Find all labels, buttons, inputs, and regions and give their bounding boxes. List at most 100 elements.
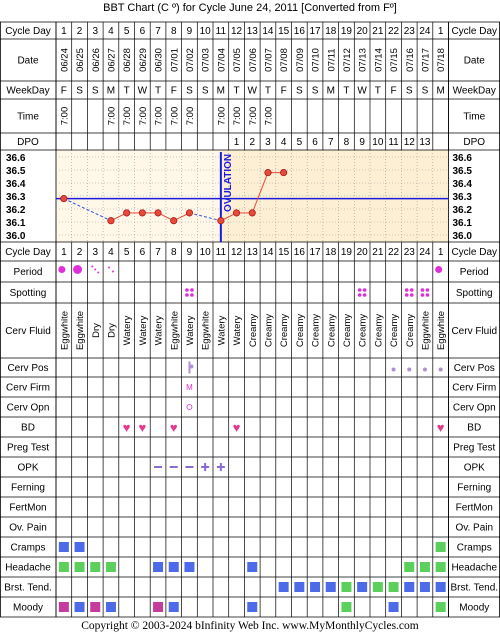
weekday-letter: T	[265, 86, 271, 97]
dpo-number: 1	[234, 137, 240, 148]
headache-square	[153, 562, 164, 572]
row-label-cramps: Cramps	[10, 543, 45, 554]
date-label: 06/24	[59, 48, 70, 72]
cycle-day-number: 9	[187, 247, 193, 258]
cerv-fluid-label: Dry	[91, 323, 102, 338]
cerv-pos-bar	[188, 361, 191, 374]
headache-square	[90, 562, 101, 572]
headache-square	[184, 562, 195, 572]
weekday-letter: S	[186, 86, 193, 97]
cramps-square	[74, 542, 85, 552]
cerv-fluid-label: Watery	[232, 315, 243, 345]
cycle-day-number: 20	[357, 26, 369, 37]
cycle-day-number: 14	[262, 26, 274, 37]
dpo-number: 11	[388, 137, 399, 148]
row-label-right-time: Time	[463, 112, 485, 123]
row-label-right-ov_pain: Ov. Pain	[455, 523, 493, 534]
cycle-day-number: 11	[216, 247, 227, 258]
cerv-fluid-label: Creamy	[295, 314, 306, 348]
cycle-day-number: 15	[278, 26, 290, 37]
date-label: 07/02	[185, 48, 196, 72]
date-label: 07/04	[216, 48, 227, 72]
dpo-number: 9	[359, 137, 365, 148]
row-label-weekday: WeekDay	[6, 86, 49, 97]
breast-tenderness-square	[325, 582, 336, 592]
spotting-dot	[425, 288, 430, 292]
moody-square	[168, 602, 179, 612]
cycle-day-number: 24	[419, 26, 431, 37]
cycle-day-number: 5	[124, 247, 130, 258]
row-label-right-headache: Headache	[451, 563, 497, 574]
weekday-letter: S	[92, 86, 99, 97]
bd-heart: ♥	[138, 420, 146, 435]
headache-square	[247, 562, 258, 572]
cerv-fluid-label: Creamy	[248, 314, 259, 348]
cerv-fluid-label: Eggwhite	[75, 311, 86, 350]
headache-square	[419, 562, 430, 572]
row-label-cerv_pos: Cerv Pos	[7, 363, 48, 374]
cerv-fluid-label: Creamy	[311, 314, 322, 348]
time-label: 7:00	[216, 107, 227, 126]
period-spot	[97, 271, 100, 274]
row-label-right-preg_test: Preg Test	[453, 443, 495, 454]
bd-heart: ♥	[233, 420, 241, 435]
cycle-day-number: 2	[77, 26, 83, 37]
row-label-right-cerv_opn: Cerv Opn	[453, 403, 496, 414]
headache-square	[74, 562, 85, 572]
row-label-right-cerv_fluid: Cerv Fluid	[451, 326, 497, 337]
date-label: 07/13	[358, 48, 369, 72]
row-label-right-brst_tend: Brst. Tend.	[450, 583, 498, 594]
row-label-right-cycle_day: Cycle Day	[451, 26, 497, 37]
row-label-ov_pain: Ov. Pain	[9, 523, 47, 534]
cerv-fluid-label: Watery	[185, 315, 196, 345]
cycle-day-number: 23	[404, 247, 416, 258]
time-label: 7:00	[185, 107, 196, 126]
breast-tenderness-square	[294, 582, 305, 592]
headache-square	[105, 562, 116, 572]
weekday-letter: T	[124, 86, 130, 97]
row-label-cerv_fluid: Cerv Fluid	[5, 326, 51, 337]
cycle-day-number: 1	[438, 247, 444, 258]
cerv-fluid-label: Eggwhite	[420, 311, 431, 350]
weekday-letter: S	[422, 86, 429, 97]
weekday-letter: S	[312, 86, 319, 97]
time-label: 7:00	[106, 107, 117, 126]
cycle-day-number: 3	[92, 26, 98, 37]
temp-axis-label-right: 36.5	[453, 166, 473, 177]
moody-square	[74, 602, 85, 612]
cerv-pos-dot	[391, 367, 396, 372]
dpo-number: 2	[249, 137, 255, 148]
cycle-day-number: 16	[294, 26, 306, 37]
dpo-number: 10	[372, 137, 384, 148]
cycle-day-number: 9	[187, 26, 193, 37]
bd-heart: ♥	[437, 420, 445, 435]
cycle-day-number: 14	[262, 247, 274, 258]
weekday-letter: W	[138, 86, 148, 97]
spotting-dot	[404, 293, 409, 297]
cycle-day-number: 8	[171, 247, 177, 258]
cerv-fluid-label: Creamy	[342, 314, 353, 348]
dpo-number: 7	[328, 137, 334, 148]
date-label: 06/25	[75, 48, 86, 72]
weekday-letter: F	[390, 86, 396, 97]
temp-point	[233, 209, 241, 217]
weekday-letter: W	[248, 86, 258, 97]
headache-square	[435, 562, 446, 572]
dpo-number: 13	[419, 137, 431, 148]
spotting-dot	[409, 288, 414, 292]
cycle-day-number: 4	[108, 26, 114, 37]
bd-heart: ♥	[170, 420, 178, 435]
cycle-day-number: 18	[325, 247, 337, 258]
temp-point	[123, 209, 131, 217]
cerv-fluid-label: Creamy	[279, 314, 290, 348]
temp-axis-label-right: 36.1	[453, 218, 473, 229]
cycle-day-number: 16	[294, 247, 306, 258]
cycle-day-number: 18	[325, 26, 337, 37]
temp-point	[170, 217, 178, 225]
moody-square	[247, 602, 258, 612]
breast-tenderness-square	[435, 582, 446, 592]
period-spot	[94, 268, 97, 271]
spotting-dot	[185, 288, 189, 292]
cerv-fluid-label: Eggwhite	[436, 311, 447, 350]
